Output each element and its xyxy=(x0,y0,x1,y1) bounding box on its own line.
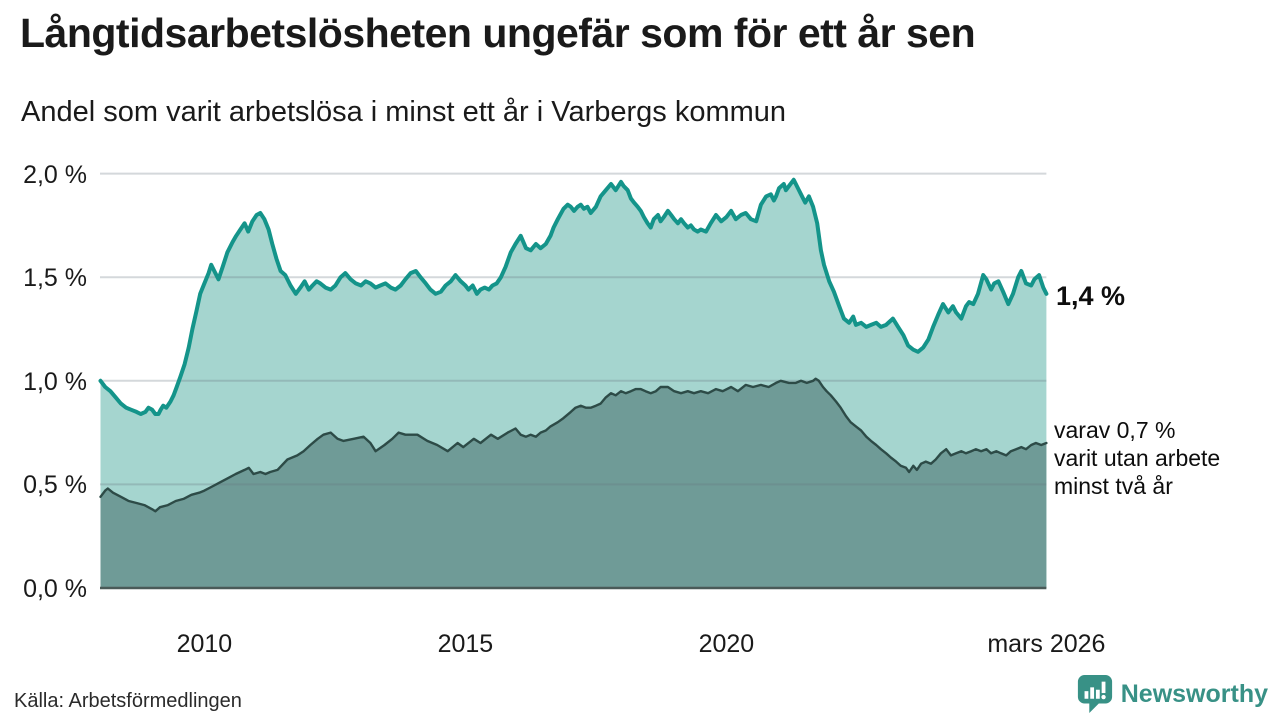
x-tick-label: mars 2026 xyxy=(987,630,1106,658)
y-tick-label: 1,0 % xyxy=(23,367,87,396)
sub-series-annotation: varav 0,7 % varit utan arbete minst två … xyxy=(1054,416,1220,500)
y-tick-label: 0,0 % xyxy=(23,575,87,603)
brand-wordmark: Newsworthy xyxy=(1120,679,1268,708)
y-tick-label: 1,5 % xyxy=(23,264,87,293)
series-line-1 xyxy=(99,377,1048,513)
annotation-line-3: minst två år xyxy=(1054,473,1173,499)
y-tick-label: 0,5 % xyxy=(23,471,87,500)
annotation-line-2: varit utan arbete xyxy=(1054,445,1221,471)
chart-subtitle: Andel som varit arbetslösa i minst ett å… xyxy=(21,96,787,128)
x-tick-label: 2010 xyxy=(176,630,233,658)
series-area-1 xyxy=(100,378,1047,588)
annotation-line-1: varav 0,7 % xyxy=(1054,417,1176,443)
series-end-value-label: 1,4 % xyxy=(1056,281,1126,311)
page-title: Långtidsarbetslösheten ungefär som för e… xyxy=(20,10,976,56)
source-credit: Källa: Arbetsförmedlingen xyxy=(14,690,242,712)
y-tick-label: 2,0 % xyxy=(23,160,87,189)
newsworthy-logo: Newsworthy xyxy=(1076,674,1268,714)
x-tick-label: 2020 xyxy=(698,630,755,658)
bar-chart-speech-bubble-icon xyxy=(1077,675,1112,713)
x-tick-label: 2015 xyxy=(437,630,494,658)
series-line-0 xyxy=(98,177,1049,416)
